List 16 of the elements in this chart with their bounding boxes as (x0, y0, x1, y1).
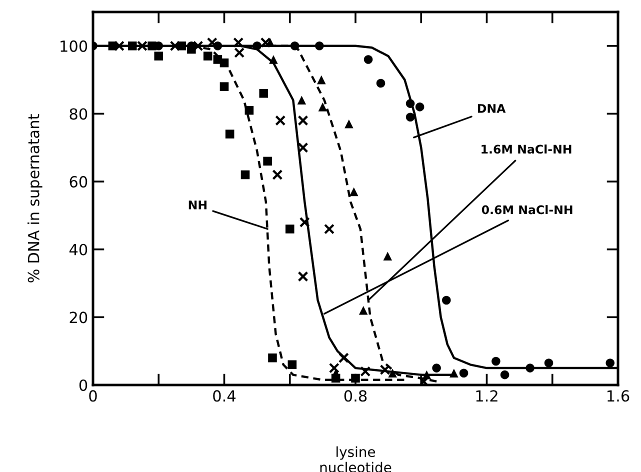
x-tick-label: 1.6 (608, 390, 630, 402)
annotation: DNA (478, 104, 506, 113)
y-tick-label: 20 (70, 312, 88, 324)
annotation: 0.6M NaCl-NH (482, 205, 572, 214)
x-tick-label: 0 (89, 390, 97, 402)
annotation: 1.6M NaCl-NH (482, 144, 572, 154)
x-tick-label: 0.4 (213, 390, 236, 402)
y-tick-label: 100 (60, 40, 88, 52)
y-tick-label: 60 (70, 176, 88, 188)
y-tick-label: 0 (79, 379, 88, 392)
y-tick-label: 40 (69, 244, 88, 256)
annotation: NH (188, 200, 206, 210)
y-tick-label: 80 (70, 108, 88, 120)
x-tick-label: 0.8 (344, 390, 367, 402)
x-tick-label: 1.2 (476, 390, 498, 402)
y-axis-title: % DNA in supernatant (28, 114, 42, 282)
